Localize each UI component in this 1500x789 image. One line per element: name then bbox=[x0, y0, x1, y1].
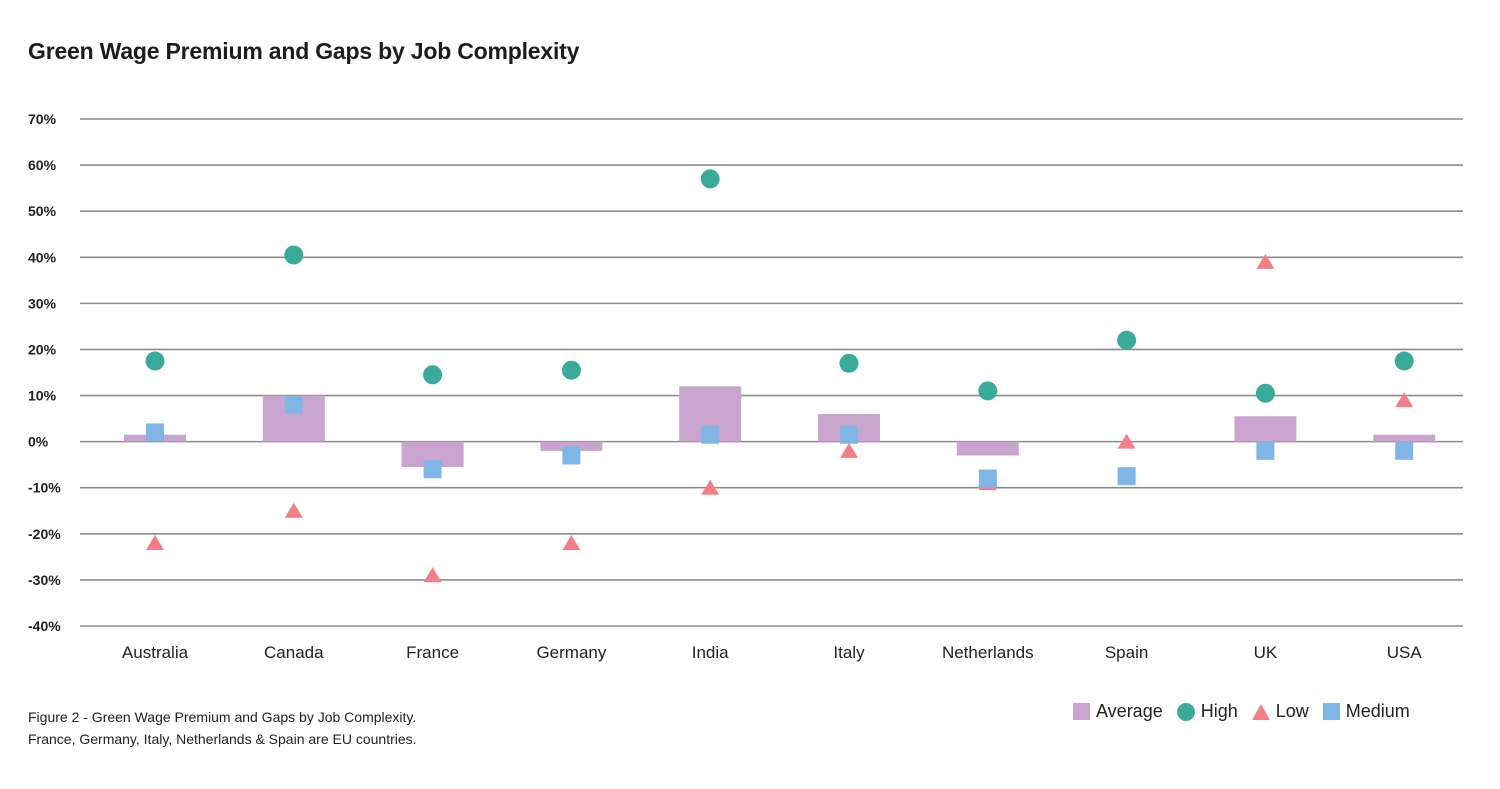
high-australia-point bbox=[145, 351, 165, 371]
high-germany-point bbox=[561, 360, 581, 380]
average-netherlands-bar bbox=[956, 441, 1019, 456]
legend-label-low: Low bbox=[1275, 701, 1309, 721]
legend-label-medium: Medium bbox=[1345, 701, 1410, 721]
high-spain-point bbox=[1117, 330, 1137, 350]
legend-swatch-high bbox=[1176, 702, 1195, 721]
y-tick-label: 0% bbox=[28, 434, 49, 450]
low-spain-point bbox=[1117, 433, 1136, 449]
y-tick-label: 70% bbox=[28, 111, 57, 127]
medium-australia-point bbox=[146, 423, 164, 442]
legend-label-average: Average bbox=[1096, 701, 1163, 721]
high-italy-point bbox=[839, 353, 859, 373]
x-tick-label-india: India bbox=[692, 643, 729, 662]
caption-line-1: Figure 2 - Green Wage Premium and Gaps b… bbox=[28, 709, 417, 725]
y-tick-label: -30% bbox=[28, 572, 61, 588]
low-france-point bbox=[423, 567, 442, 583]
high-india-point bbox=[700, 169, 720, 189]
y-tick-label: 40% bbox=[28, 249, 57, 265]
legend: Average High Low Medium bbox=[1073, 701, 1410, 722]
low-australia-point bbox=[146, 535, 164, 551]
medium-spain-point bbox=[1117, 467, 1136, 486]
x-tick-label-netherlands: Netherlands bbox=[942, 643, 1034, 662]
caption-line-2: France, Germany, Italy, Netherlands & Sp… bbox=[28, 731, 417, 747]
medium-italy-point bbox=[840, 425, 858, 444]
low-india-point bbox=[701, 479, 720, 495]
chart-title: Green Wage Premium and Gaps by Job Compl… bbox=[28, 38, 580, 64]
x-tick-label-germany: Germany bbox=[536, 643, 606, 662]
average-usa-bar bbox=[1373, 434, 1436, 442]
y-tick-label: 50% bbox=[28, 203, 57, 219]
y-tick-label: 60% bbox=[28, 157, 57, 173]
grid-layer bbox=[80, 118, 1463, 627]
x-tick-label-australia: Australia bbox=[122, 643, 189, 662]
y-tick-label: -20% bbox=[28, 526, 61, 542]
y-tick-label: 10% bbox=[28, 388, 57, 404]
medium-uk-point bbox=[1256, 441, 1275, 460]
high-netherlands-point bbox=[978, 381, 998, 401]
point-markers bbox=[145, 169, 1414, 583]
high-uk-point bbox=[1255, 383, 1275, 403]
medium-usa-point bbox=[1395, 441, 1414, 460]
y-axis-ticks: 70% 60% 50% 40% 30% 20% 10% 0% -10% -20% -30% -40% bbox=[28, 111, 61, 634]
low-uk-point bbox=[1256, 253, 1275, 269]
y-tick-label: 20% bbox=[28, 341, 57, 357]
average-uk-bar bbox=[1234, 416, 1297, 442]
low-canada-point bbox=[284, 502, 303, 518]
x-axis-ticks: Australia Canada France Germany India Italy Ne… bbox=[122, 643, 1422, 662]
legend-swatch-average bbox=[1073, 703, 1090, 720]
medium-canada-point bbox=[284, 395, 303, 414]
high-france-point bbox=[423, 365, 443, 385]
legend-item-average: Average bbox=[1073, 701, 1163, 722]
legend-item-medium: Medium bbox=[1322, 701, 1410, 722]
x-tick-label-uk: UK bbox=[1254, 643, 1278, 662]
y-tick-label: 30% bbox=[28, 295, 57, 311]
legend-item-low: Low bbox=[1251, 701, 1309, 722]
medium-germany-point bbox=[562, 446, 581, 465]
medium-france-point bbox=[423, 460, 442, 479]
medium-india-point bbox=[701, 425, 720, 444]
high-canada-point bbox=[284, 245, 304, 265]
figure-caption: Figure 2 - Green Wage Premium and Gaps b… bbox=[28, 706, 417, 750]
medium-netherlands-point bbox=[978, 469, 997, 488]
average-germany-bar bbox=[540, 441, 603, 451]
legend-label-high: High bbox=[1200, 701, 1238, 721]
x-tick-label-usa: USA bbox=[1387, 643, 1423, 662]
y-tick-label: -10% bbox=[28, 480, 61, 496]
x-tick-label-canada: Canada bbox=[264, 643, 324, 662]
legend-swatch-medium bbox=[1322, 703, 1340, 720]
y-tick-label: -40% bbox=[28, 618, 61, 634]
x-tick-label-spain: Spain bbox=[1105, 643, 1148, 662]
legend-swatch-low bbox=[1251, 703, 1270, 720]
x-tick-label-italy: Italy bbox=[833, 643, 865, 662]
average-bars bbox=[124, 386, 1436, 467]
x-tick-label-france: France bbox=[406, 643, 459, 662]
legend-item-high: High bbox=[1176, 701, 1238, 722]
low-italy-point bbox=[840, 442, 858, 458]
low-germany-point bbox=[562, 535, 581, 551]
low-usa-point bbox=[1395, 392, 1414, 408]
high-usa-point bbox=[1394, 351, 1414, 371]
